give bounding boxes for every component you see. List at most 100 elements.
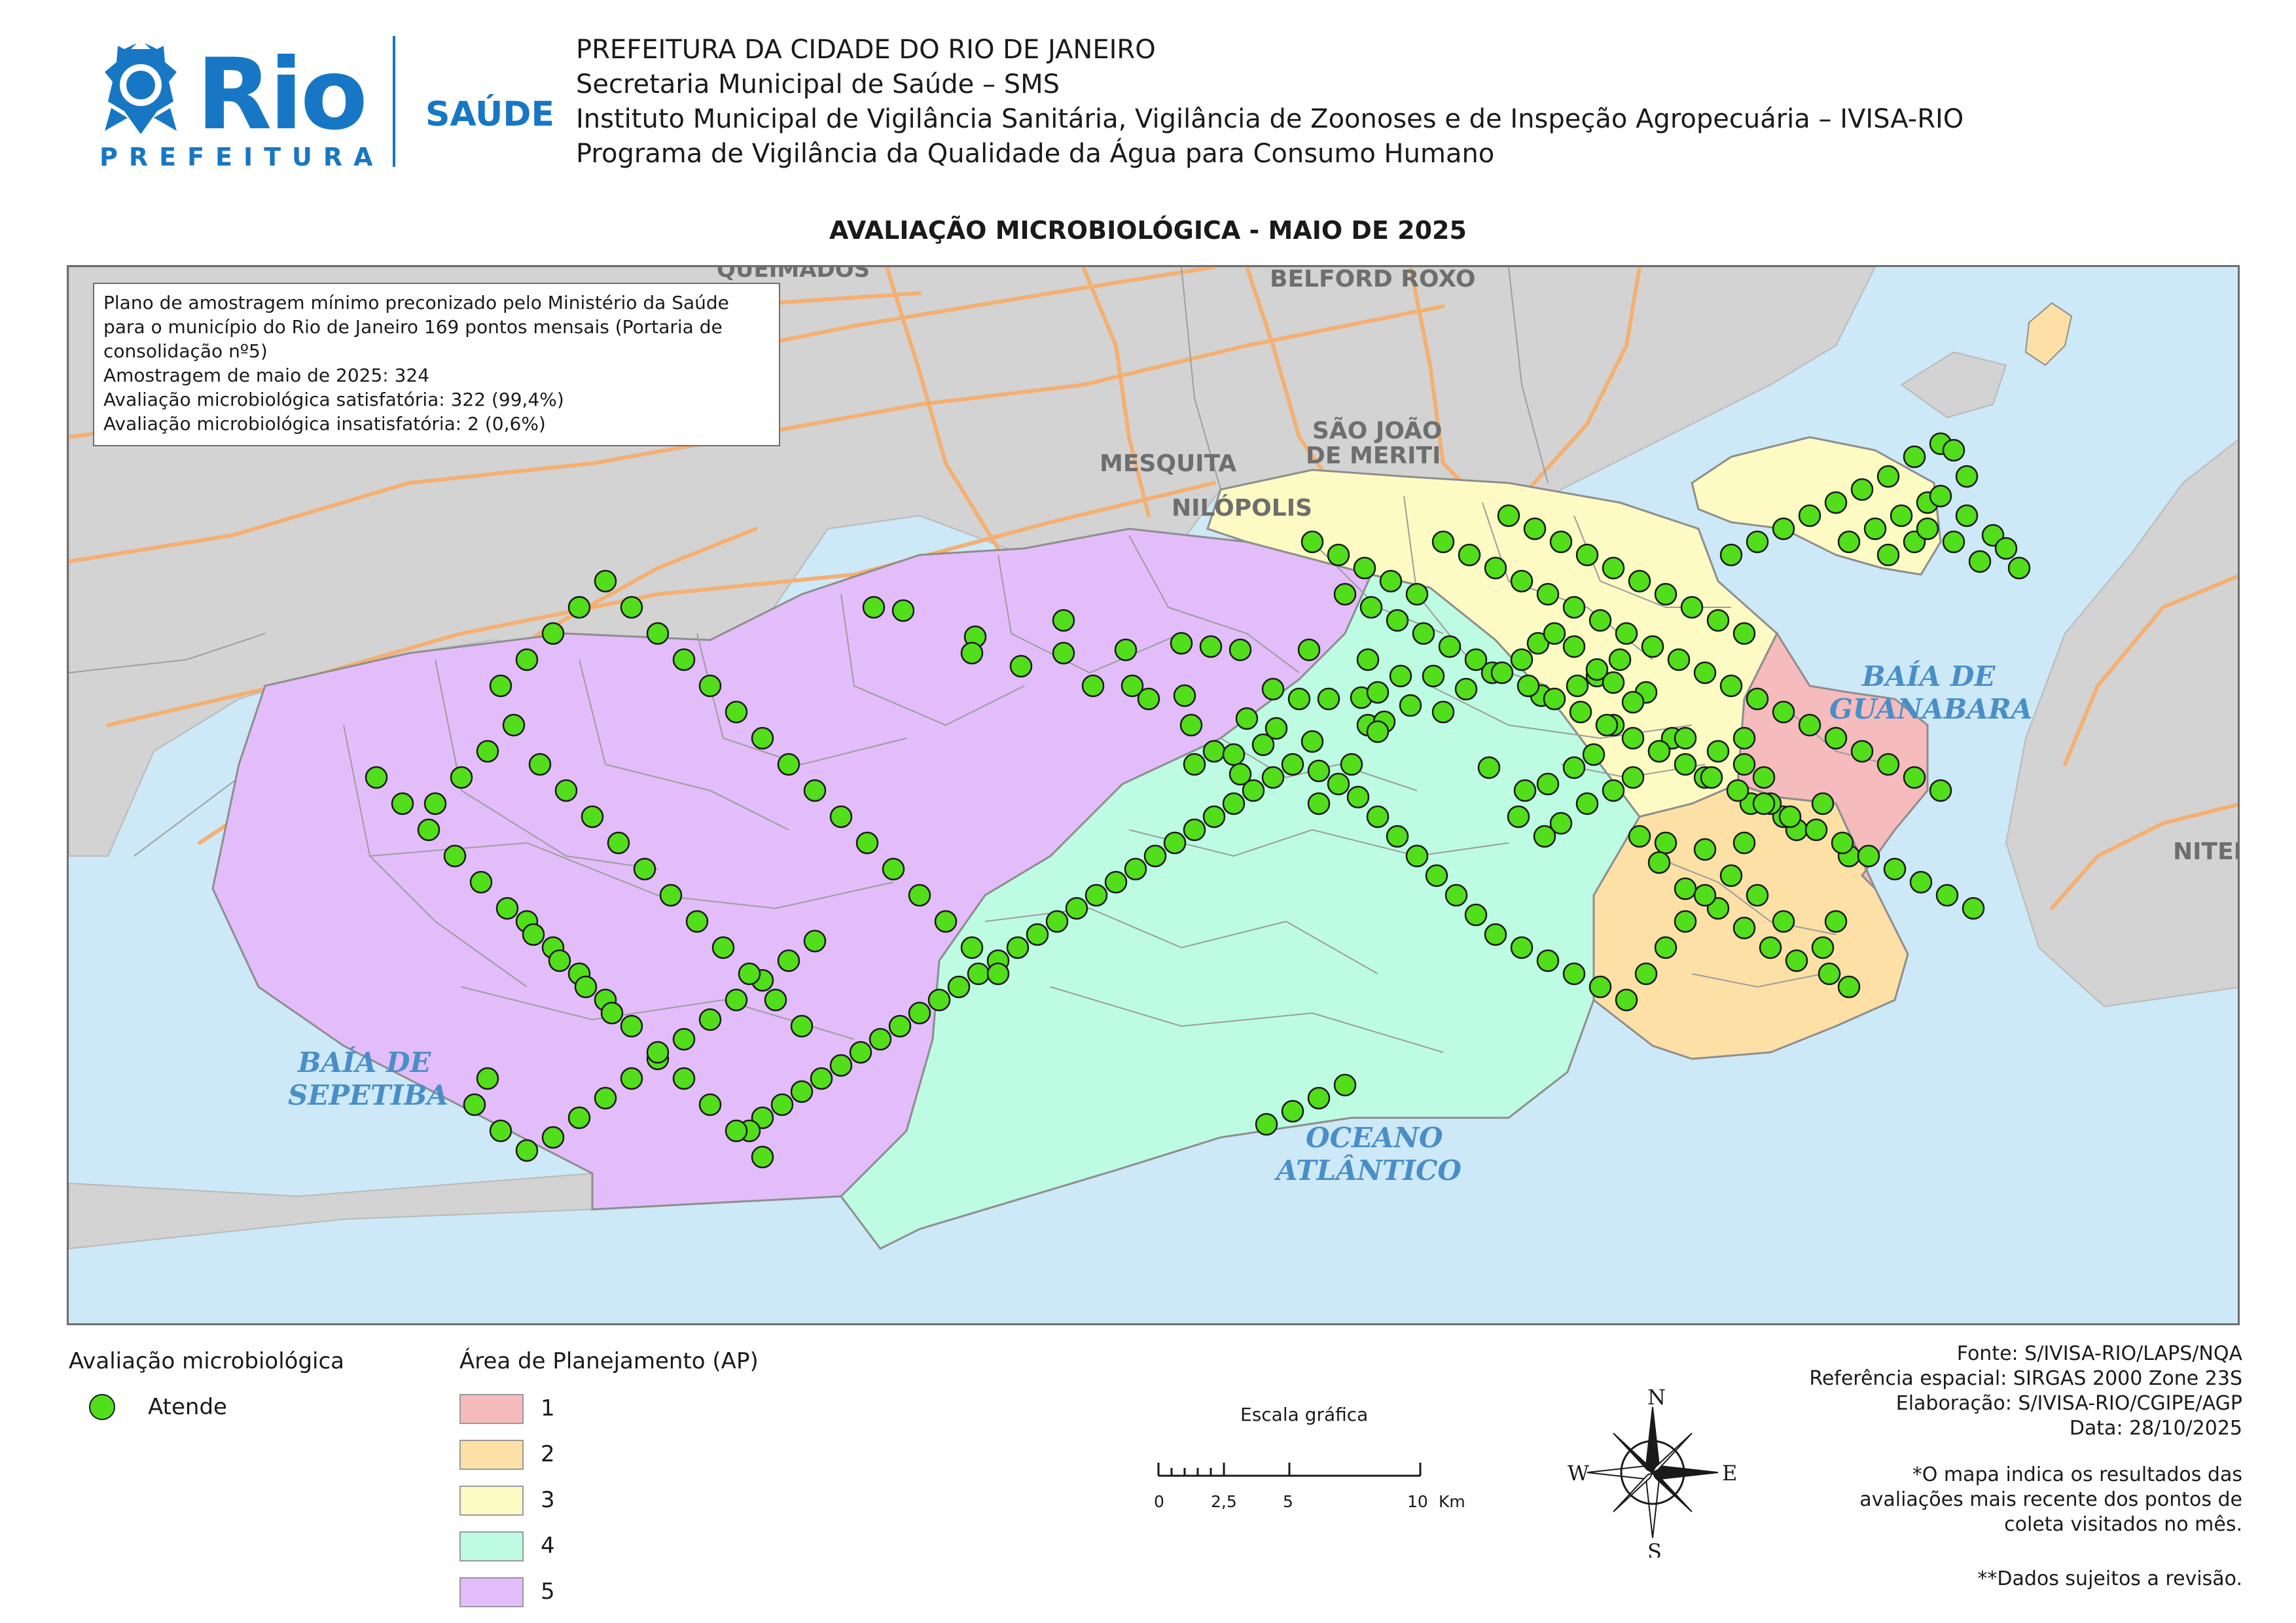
sampling-point[interactable] xyxy=(1431,700,1455,724)
sampling-point[interactable] xyxy=(672,1067,696,1090)
sampling-point[interactable] xyxy=(1883,857,1907,881)
sampling-point[interactable] xyxy=(1876,465,1900,488)
sampling-point[interactable] xyxy=(620,596,643,619)
sampling-point[interactable] xyxy=(1251,733,1275,757)
sampling-point[interactable] xyxy=(698,1008,722,1031)
sampling-point[interactable] xyxy=(1425,864,1448,887)
sampling-point[interactable] xyxy=(1265,717,1288,740)
sampling-point[interactable] xyxy=(541,1126,565,1149)
sampling-point[interactable] xyxy=(1536,582,1560,606)
sampling-point[interactable] xyxy=(1634,962,1658,986)
sampling-point[interactable] xyxy=(967,962,990,986)
sampling-point[interactable] xyxy=(1811,792,1835,815)
sampling-point[interactable] xyxy=(1831,831,1854,855)
sampling-point[interactable] xyxy=(1628,825,1651,848)
sampling-point[interactable] xyxy=(1726,779,1749,802)
sampling-point[interactable] xyxy=(1444,883,1468,907)
sampling-point[interactable] xyxy=(1837,530,1861,554)
sampling-point[interactable] xyxy=(1798,504,1821,527)
sampling-point[interactable] xyxy=(1562,756,1586,779)
sampling-point[interactable] xyxy=(1405,582,1429,606)
sampling-point[interactable] xyxy=(1916,517,1939,541)
sampling-point[interactable] xyxy=(1772,517,1795,541)
sampling-point[interactable] xyxy=(1566,674,1589,698)
sampling-point[interactable] xyxy=(810,1067,833,1090)
sampling-point[interactable] xyxy=(554,779,578,802)
sampling-point[interactable] xyxy=(1667,648,1691,671)
sampling-point[interactable] xyxy=(1065,897,1088,920)
sampling-point[interactable] xyxy=(1608,648,1632,671)
sampling-point[interactable] xyxy=(1811,936,1835,959)
sampling-point[interactable] xyxy=(1778,805,1802,829)
sampling-point[interactable] xyxy=(1562,962,1586,986)
sampling-point[interactable] xyxy=(1081,674,1105,698)
sampling-point[interactable] xyxy=(1317,687,1340,711)
sampling-point[interactable] xyxy=(574,975,598,999)
sampling-point[interactable] xyxy=(1536,772,1560,796)
sampling-point[interactable] xyxy=(1968,550,1992,573)
sampling-point[interactable] xyxy=(1746,687,1769,711)
sampling-point[interactable] xyxy=(1876,753,1900,776)
sampling-point[interactable] xyxy=(1615,622,1638,645)
sampling-point[interactable] xyxy=(803,929,827,953)
sampling-point[interactable] xyxy=(1085,883,1108,907)
sampling-point[interactable] xyxy=(1804,818,1828,842)
sampling-point[interactable] xyxy=(1562,596,1586,619)
sampling-point[interactable] xyxy=(1242,779,1265,802)
sampling-point[interactable] xyxy=(1746,530,1769,554)
sampling-point[interactable] xyxy=(1719,864,1743,887)
sampling-point[interactable] xyxy=(960,936,984,959)
sampling-point[interactable] xyxy=(1549,530,1573,554)
sampling-point[interactable] xyxy=(1513,779,1537,802)
sampling-point[interactable] xyxy=(1543,622,1566,645)
sampling-point[interactable] xyxy=(1752,792,1776,815)
sampling-point[interactable] xyxy=(1510,569,1534,593)
sampling-point[interactable] xyxy=(1009,654,1033,678)
sampling-point[interactable] xyxy=(1261,677,1285,701)
sampling-point[interactable] xyxy=(463,1093,486,1116)
sampling-point[interactable] xyxy=(365,766,388,789)
sampling-point[interactable] xyxy=(1333,582,1357,606)
sampling-point[interactable] xyxy=(1955,465,1979,488)
sampling-point[interactable] xyxy=(495,897,519,920)
sampling-point[interactable] xyxy=(725,988,748,1012)
sampling-point[interactable] xyxy=(1464,903,1488,927)
sampling-point[interactable] xyxy=(1575,543,1599,567)
sampling-point[interactable] xyxy=(751,1145,774,1169)
sampling-point[interactable] xyxy=(1287,687,1311,711)
sampling-point[interactable] xyxy=(829,1054,853,1077)
sampling-point[interactable] xyxy=(1585,658,1609,681)
sampling-point[interactable] xyxy=(1857,844,1880,868)
sampling-point[interactable] xyxy=(1497,504,1520,527)
sampling-point[interactable] xyxy=(1281,753,1304,776)
sampling-point[interactable] xyxy=(1693,838,1717,861)
sampling-point[interactable] xyxy=(1281,1099,1304,1123)
sampling-point[interactable] xyxy=(1222,743,1246,766)
sampling-point[interactable] xyxy=(1654,582,1677,606)
sampling-point[interactable] xyxy=(777,949,800,972)
sampling-point[interactable] xyxy=(1533,825,1556,848)
sampling-point[interactable] xyxy=(1438,635,1462,658)
sampling-point[interactable] xyxy=(1170,632,1193,655)
sampling-point[interactable] xyxy=(1114,638,1138,662)
sampling-point[interactable] xyxy=(947,975,971,999)
sampling-point[interactable] xyxy=(581,805,604,829)
sampling-point[interactable] xyxy=(888,1014,912,1038)
sampling-point[interactable] xyxy=(1994,537,2018,560)
sampling-point[interactable] xyxy=(1837,975,1861,999)
sampling-point[interactable] xyxy=(738,962,761,986)
sampling-point[interactable] xyxy=(1746,883,1769,907)
sampling-point[interactable] xyxy=(1523,517,1547,541)
sampling-point[interactable] xyxy=(1183,753,1206,776)
sampling-point[interactable] xyxy=(1255,1113,1278,1136)
sampling-point[interactable] xyxy=(1903,445,1926,469)
sampling-point[interactable] xyxy=(1183,818,1206,842)
sampling-point[interactable] xyxy=(1647,740,1671,763)
sampling-point[interactable] xyxy=(1356,648,1380,671)
sampling-point[interactable] xyxy=(1235,707,1259,730)
sampling-point[interactable] xyxy=(1229,762,1252,786)
sampling-point[interactable] xyxy=(1163,831,1187,855)
sampling-point[interactable] xyxy=(790,1014,814,1038)
sampling-point[interactable] xyxy=(1732,622,1756,645)
sampling-point[interactable] xyxy=(567,1106,591,1130)
